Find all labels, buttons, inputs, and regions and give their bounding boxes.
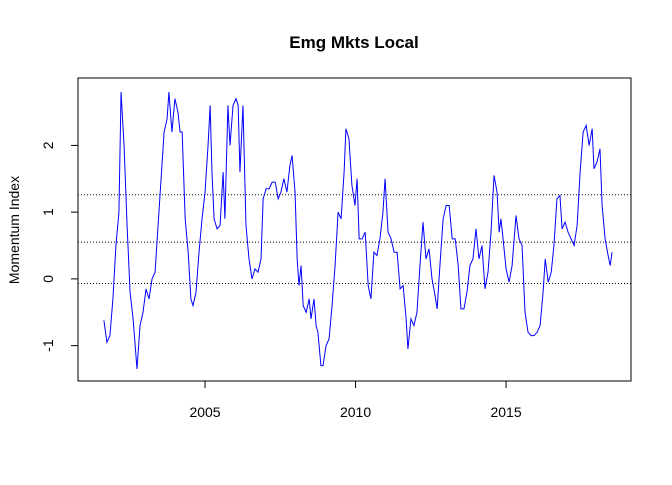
y-tick-label: 1 (40, 208, 56, 216)
y-tick-label: 2 (40, 141, 56, 149)
x-tick-label: 2010 (340, 404, 371, 420)
y-tick-label: 0 (40, 275, 56, 283)
chart-title: Emg Mkts Local (289, 33, 418, 52)
data-line (103, 91, 613, 370)
x-tick-label: 2005 (189, 404, 220, 420)
y-axis-label: Momentum Index (6, 176, 22, 284)
y-tick-label: -1 (40, 339, 56, 352)
x-tick-label: 2015 (490, 404, 521, 420)
